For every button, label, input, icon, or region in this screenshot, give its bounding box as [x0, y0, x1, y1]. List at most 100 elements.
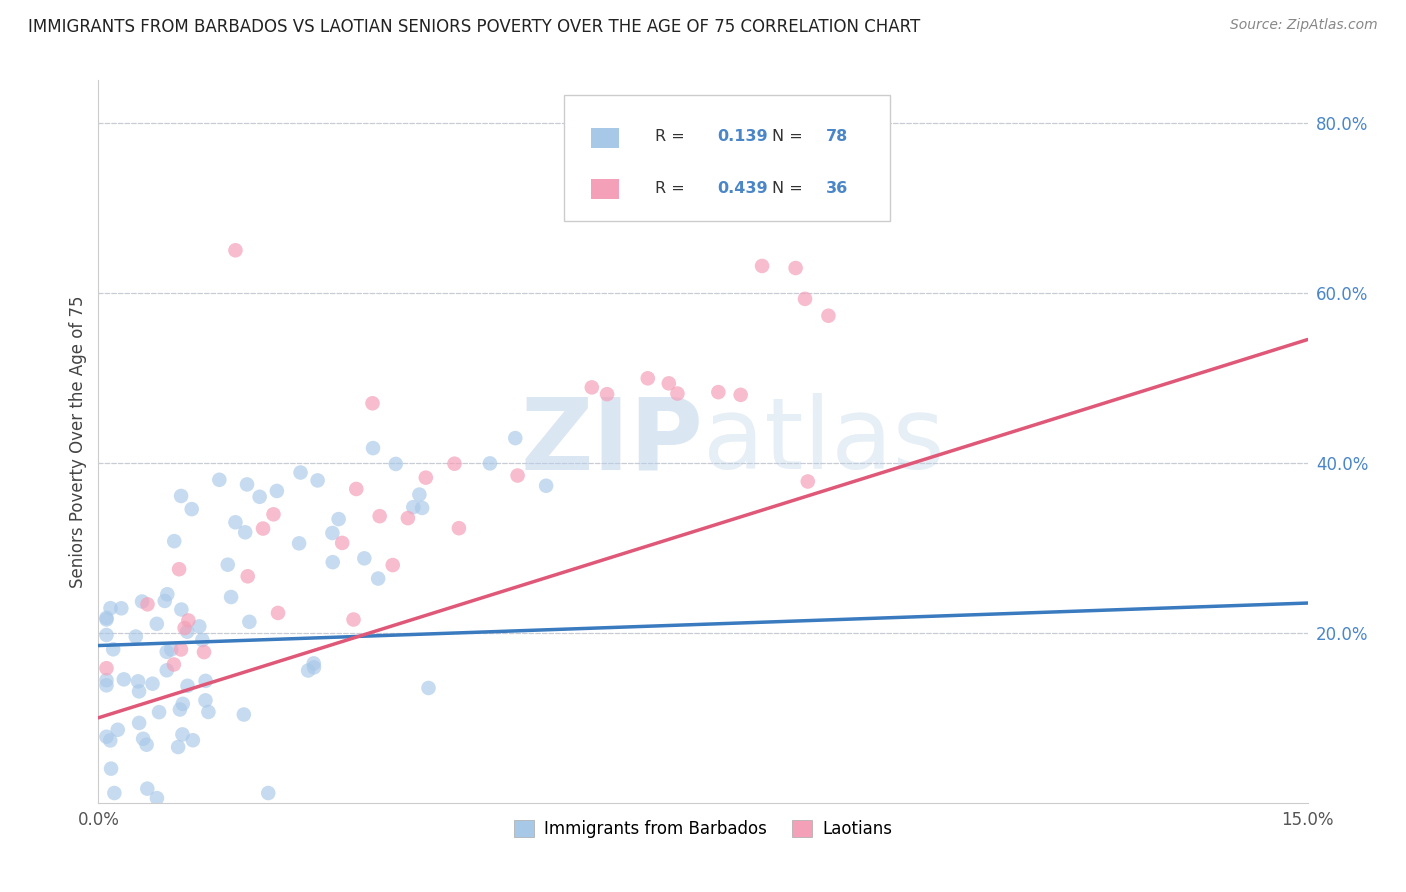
Point — [730, 388, 752, 402]
Point — [188, 619, 211, 633]
Point — [224, 244, 246, 258]
Point — [98, 733, 121, 747]
Point — [136, 597, 159, 611]
Text: ZIP: ZIP — [520, 393, 703, 490]
Point — [156, 663, 179, 677]
FancyBboxPatch shape — [591, 128, 619, 148]
Point — [96, 613, 118, 627]
Point — [267, 606, 290, 620]
Text: 36: 36 — [827, 181, 849, 196]
Point — [96, 611, 118, 625]
Point — [156, 587, 179, 601]
Point — [170, 642, 193, 657]
Point — [418, 681, 440, 695]
Point — [408, 487, 430, 501]
Point — [176, 679, 198, 693]
Point — [596, 387, 619, 401]
Point — [381, 558, 404, 572]
Point — [794, 292, 817, 306]
Point — [232, 707, 254, 722]
Legend: Immigrants from Barbados, Laotians: Immigrants from Barbados, Laotians — [508, 814, 898, 845]
Point — [785, 260, 807, 275]
Point — [263, 508, 285, 522]
Point — [96, 678, 118, 692]
Point — [197, 705, 219, 719]
Text: atlas: atlas — [703, 393, 945, 490]
Point — [233, 525, 256, 540]
Point — [96, 661, 118, 675]
Point — [368, 509, 391, 524]
Point — [132, 731, 155, 746]
Text: R =: R = — [655, 129, 689, 145]
Point — [797, 475, 820, 489]
Point — [402, 500, 425, 515]
Y-axis label: Seniors Poverty Over the Age of 75: Seniors Poverty Over the Age of 75 — [69, 295, 87, 588]
Point — [141, 676, 163, 690]
Point — [411, 500, 433, 515]
Point — [136, 781, 159, 796]
Point — [96, 628, 118, 642]
Point — [361, 396, 384, 410]
Point — [666, 386, 689, 401]
Point — [290, 466, 312, 480]
Point — [344, 482, 367, 496]
Point — [415, 470, 437, 484]
Point — [181, 733, 204, 747]
Point — [330, 536, 353, 550]
Point — [146, 616, 169, 631]
Point — [297, 664, 319, 678]
Point — [128, 715, 150, 730]
Point — [447, 521, 470, 535]
Point — [236, 569, 259, 583]
Point — [125, 630, 148, 644]
Point — [238, 615, 260, 629]
Point — [131, 594, 153, 608]
Point — [322, 555, 344, 569]
Point — [307, 474, 329, 488]
Point — [170, 602, 193, 616]
Point — [173, 621, 195, 635]
Point — [103, 786, 125, 800]
FancyBboxPatch shape — [591, 179, 619, 200]
Point — [100, 601, 122, 615]
Point — [101, 642, 124, 657]
Point — [148, 705, 170, 719]
Point — [169, 702, 191, 716]
Point — [266, 483, 288, 498]
Point — [384, 457, 406, 471]
Point — [176, 624, 198, 639]
Point — [177, 614, 200, 628]
Text: IMMIGRANTS FROM BARBADOS VS LAOTIAN SENIORS POVERTY OVER THE AGE OF 75 CORRELATI: IMMIGRANTS FROM BARBADOS VS LAOTIAN SENI… — [28, 18, 921, 36]
Point — [328, 512, 350, 526]
Text: 78: 78 — [827, 129, 849, 145]
Text: Source: ZipAtlas.com: Source: ZipAtlas.com — [1230, 18, 1378, 32]
Point — [110, 601, 132, 615]
Point — [96, 730, 118, 744]
Point — [194, 693, 217, 707]
Text: 0.439: 0.439 — [717, 181, 768, 196]
Point — [443, 457, 465, 471]
Point — [156, 645, 179, 659]
Text: 0.139: 0.139 — [717, 129, 768, 145]
Point — [107, 723, 129, 737]
Point — [194, 673, 217, 688]
Point — [163, 534, 186, 549]
Point — [153, 594, 176, 608]
Point — [302, 660, 325, 674]
Point — [163, 657, 186, 672]
Point — [146, 791, 169, 805]
Point — [127, 674, 149, 689]
Point — [252, 522, 274, 536]
Point — [172, 697, 194, 711]
Point — [707, 385, 730, 400]
Point — [257, 786, 280, 800]
Point — [302, 657, 325, 671]
Point — [170, 489, 193, 503]
Point — [396, 511, 419, 525]
Point — [751, 259, 773, 273]
Point — [249, 490, 271, 504]
Point — [180, 502, 202, 516]
Point — [112, 673, 135, 687]
Point — [208, 473, 231, 487]
Point — [224, 516, 246, 530]
